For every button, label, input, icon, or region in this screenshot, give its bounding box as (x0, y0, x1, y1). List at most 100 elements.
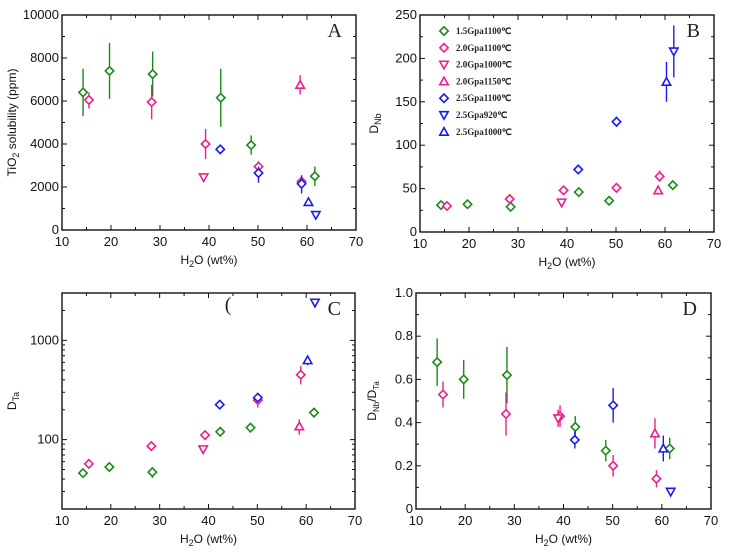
data-point (572, 164, 584, 175)
data-point (660, 75, 673, 86)
chart-panel-a: 10 20 30 40 50 60 70 0 2000 4000 6000 8000 10000 H2O … (5, 7, 363, 269)
panel-label: A (328, 20, 343, 42)
x-tick-label: 70 (349, 234, 363, 249)
x-axis-title: H2O (wt%) (538, 255, 595, 271)
data-point (657, 442, 669, 453)
series-s2 (437, 381, 662, 488)
x-tick-label: 40 (560, 236, 574, 251)
legend-marker (438, 125, 450, 136)
legend-label: 2.0Gpa1000℃ (456, 60, 512, 70)
x-axis-title: H2O (wt%) (535, 532, 592, 548)
x-tick-label: 20 (462, 236, 476, 251)
y-tick-label: 0.4 (395, 415, 413, 430)
data-point (437, 389, 449, 400)
data-point (600, 445, 612, 457)
data-point (607, 399, 619, 411)
series-s3 (198, 173, 210, 184)
legend-item: 2.5Gpa920℃ (438, 110, 507, 121)
data-point (573, 186, 585, 198)
series-s3 (556, 198, 568, 209)
data-point (611, 116, 622, 128)
series-s1 (77, 42, 321, 186)
x-tick-label: 30 (153, 234, 167, 249)
data-point (569, 421, 581, 433)
x-tick-label: 50 (251, 234, 265, 249)
legend-item: 2.0Gpa1150℃ (438, 75, 511, 86)
data-point (197, 445, 209, 456)
data-point (552, 414, 564, 425)
x-tick-label: 50 (605, 513, 619, 528)
series-s6 (665, 487, 677, 498)
series-s4 (293, 419, 305, 435)
y-axis-title: DNb/DTa (365, 381, 381, 421)
panel-label: B (687, 20, 700, 42)
x-tick-label: 60 (299, 513, 313, 528)
y-tick-label: 10000 (23, 7, 59, 22)
data-point (668, 47, 680, 58)
data-point (294, 79, 306, 90)
data-point (458, 374, 470, 385)
data-point (199, 429, 211, 441)
data-point (147, 68, 158, 80)
data-point (214, 144, 226, 155)
x-tick-label: 50 (609, 236, 623, 251)
stray-annotation: ( (225, 294, 232, 316)
legend-marker (438, 60, 450, 71)
x-tick-label: 10 (409, 513, 423, 528)
legend-item: 2.5Gpa1100℃ (438, 92, 511, 104)
y-tick-label: 50 (403, 181, 417, 196)
data-point (295, 369, 307, 381)
x-tick-label: 40 (556, 513, 570, 528)
series-s6 (309, 298, 321, 309)
legend-marker (438, 25, 450, 37)
x-tick-label: 20 (104, 513, 118, 528)
data-point (462, 198, 473, 210)
series-s7 (657, 435, 669, 462)
data-point (293, 420, 305, 431)
data-point (302, 196, 315, 207)
y-tick-label: 0.8 (395, 328, 413, 343)
data-point (83, 458, 95, 470)
data-point (654, 171, 665, 182)
y-tick-label: 0.6 (395, 371, 413, 386)
y-tick-label: 6000 (30, 93, 59, 108)
series-s1 (431, 338, 676, 462)
legend-label: 2.5Gpa1100℃ (456, 93, 511, 103)
data-point (651, 473, 662, 485)
series-s3 (552, 409, 564, 427)
x-tick-label: 50 (250, 513, 264, 528)
data-point (245, 422, 256, 433)
x-tick-label: 30 (152, 513, 166, 528)
y-axis-title: DNb (367, 113, 383, 133)
y-tick-label: 100 (395, 137, 417, 152)
panel-label: D (683, 298, 697, 320)
series-s7 (302, 196, 315, 207)
y-axis-title: TiO2 solubility (ppm) (5, 69, 21, 177)
series-s4 (652, 184, 664, 195)
y-tick-label: 8000 (30, 50, 59, 65)
legend-label: 2.5Gpa920℃ (456, 110, 507, 120)
series-s7 (660, 61, 673, 102)
data-point (431, 356, 443, 368)
data-point (665, 487, 677, 498)
legend-item: 2.5Gpa1000℃ (438, 125, 512, 137)
data-point (104, 461, 115, 473)
data-point (146, 440, 157, 452)
data-point (215, 92, 227, 104)
legend-marker (438, 75, 450, 86)
series-s5 (572, 116, 622, 175)
series-s5 (569, 388, 619, 449)
x-tick-label: 30 (507, 513, 521, 528)
y-tick-label: 0.2 (395, 458, 413, 473)
x-tick-label: 60 (300, 234, 314, 249)
series-s5 (214, 144, 307, 194)
data-point (296, 178, 307, 190)
legend-label: 2.0Gpa1100℃ (456, 43, 511, 53)
x-tick-label: 20 (104, 234, 118, 249)
data-point (310, 210, 322, 221)
legend-label: 2.5Gpa1000℃ (456, 127, 512, 137)
data-point (569, 434, 581, 446)
x-axis-title: H2O (wt%) (180, 532, 237, 548)
data-point (309, 170, 321, 182)
plot-frame (415, 292, 712, 510)
